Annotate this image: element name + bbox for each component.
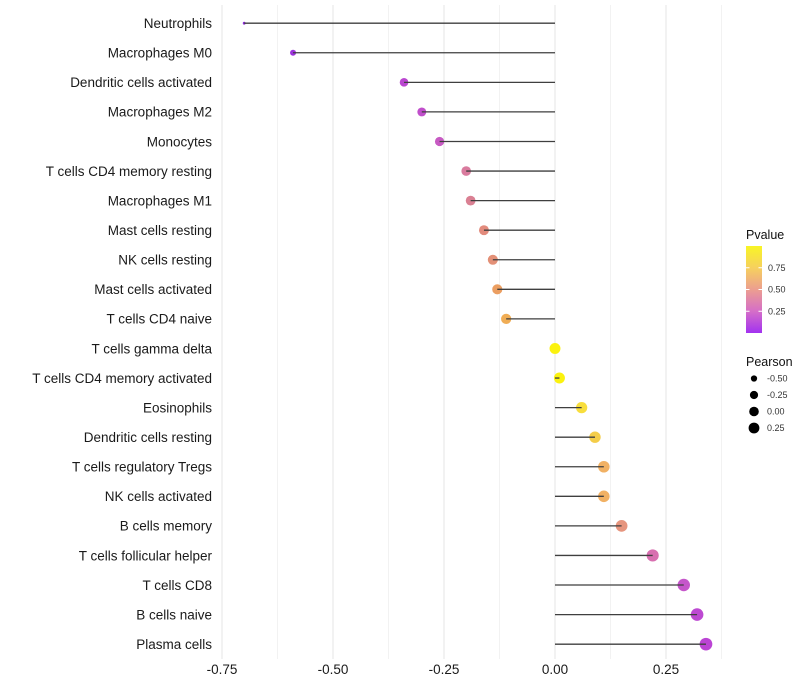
pearson-legend-title: Pearson [746, 355, 793, 369]
x-axis-tick-label: -0.25 [429, 662, 460, 677]
y-axis-label: Macrophages M1 [108, 193, 212, 208]
pearson-legend-label: -0.25 [767, 390, 788, 400]
y-axis-label: Macrophages M2 [108, 105, 212, 120]
x-axis-tick-label: -0.50 [318, 662, 349, 677]
y-axis-label: Macrophages M0 [108, 46, 212, 61]
lollipop-dot [549, 343, 561, 354]
y-axis-label: T cells CD4 memory resting [46, 164, 212, 179]
y-axis-label: NK cells resting [118, 253, 212, 268]
y-axis-label: NK cells activated [105, 489, 212, 504]
x-axis-tick-label: -0.75 [207, 662, 238, 677]
pvalue-colorbar [746, 246, 762, 333]
y-axis-label: T cells follicular helper [79, 548, 213, 563]
y-axis-label: Neutrophils [144, 16, 213, 31]
y-axis-label: B cells memory [120, 519, 213, 534]
y-axis-label: T cells CD4 memory activated [32, 371, 212, 386]
pearson-legend-dot [749, 406, 759, 417]
x-axis-tick-label: 0.00 [542, 662, 568, 677]
lollipop-dot [699, 637, 713, 651]
x-axis-tick-label: 0.25 [653, 662, 679, 677]
lollipop-dot [290, 49, 297, 56]
pearson-legend-dot [748, 422, 760, 434]
y-axis-label: B cells naive [136, 607, 212, 622]
y-axis-label: T cells gamma delta [91, 341, 212, 356]
pearson-legend-label: 0.25 [767, 423, 785, 433]
y-axis-label: Plasma cells [136, 637, 212, 652]
colorbar-tick-label: 0.75 [768, 263, 786, 273]
y-axis-label: T cells CD4 naive [106, 312, 212, 327]
pearson-legend-label: -0.50 [767, 374, 788, 384]
y-axis-label: T cells CD8 [142, 578, 212, 593]
y-axis-label: Mast cells resting [108, 223, 212, 238]
colorbar-tick-label: 0.25 [768, 306, 786, 316]
y-axis-label: Dendritic cells resting [84, 430, 212, 445]
y-axis-label: Mast cells activated [94, 282, 212, 297]
y-axis-label: Monocytes [147, 134, 213, 149]
pvalue-legend-title: Pvalue [746, 228, 784, 242]
pearson-legend-dot [749, 390, 759, 400]
y-axis-label: Dendritic cells activated [70, 75, 212, 90]
colorbar-tick-label: 0.50 [768, 285, 786, 295]
pearson-legend-dot [750, 375, 758, 382]
y-axis-label: Eosinophils [143, 400, 212, 415]
y-axis-label: T cells regulatory Tregs [72, 460, 212, 475]
pearson-legend-label: 0.00 [767, 407, 785, 417]
